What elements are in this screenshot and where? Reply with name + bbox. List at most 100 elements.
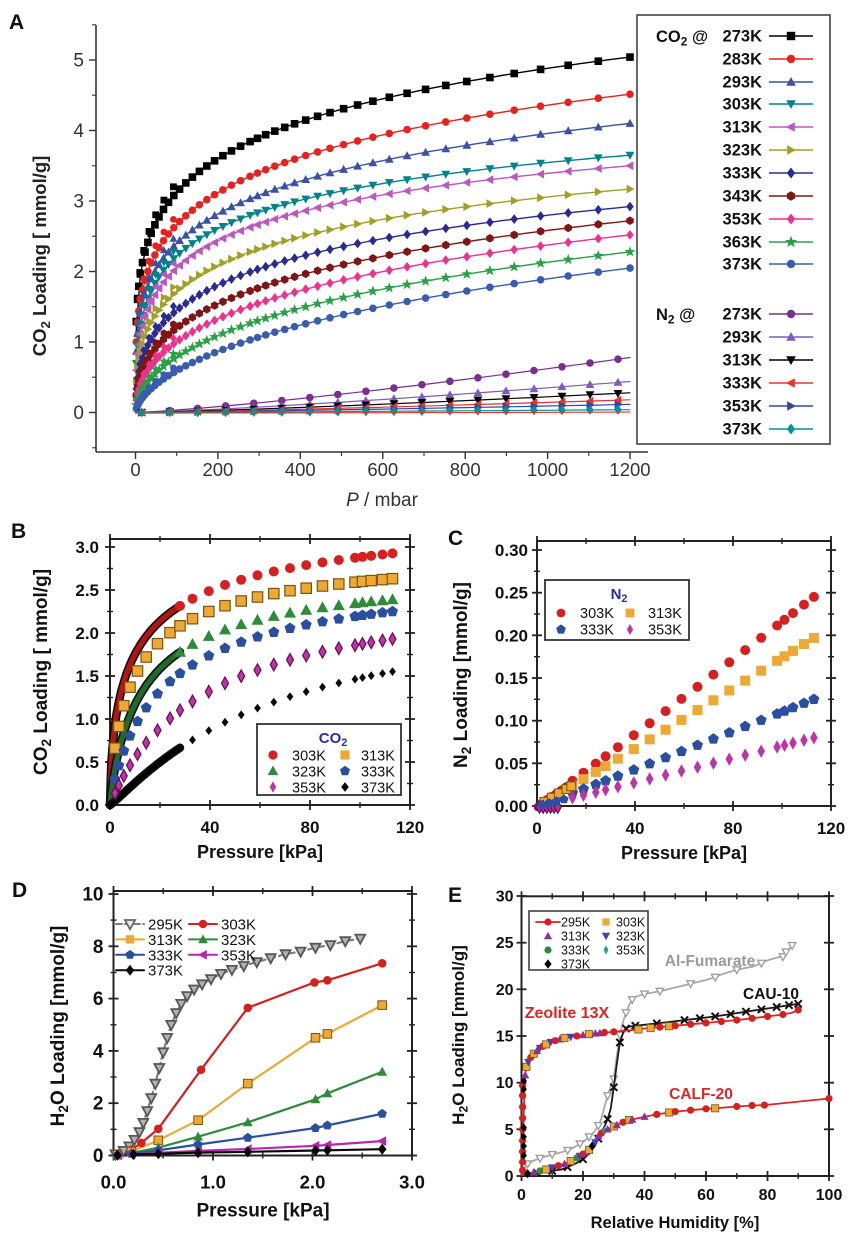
svg-text:2.0: 2.0 xyxy=(300,1172,326,1193)
svg-text:0.20: 0.20 xyxy=(495,626,528,645)
svg-text:373K: 373K xyxy=(723,421,763,439)
svg-text:333K: 333K xyxy=(723,375,763,393)
svg-text:303K: 303K xyxy=(616,916,646,930)
svg-text:353K: 353K xyxy=(221,947,256,964)
svg-text:25: 25 xyxy=(496,935,514,952)
svg-text:0.30: 0.30 xyxy=(495,541,528,560)
svg-text:303K: 303K xyxy=(723,96,763,114)
svg-text:40: 40 xyxy=(636,1187,654,1204)
svg-text:H2O Loading [mmol/g]: H2O Loading [mmol/g] xyxy=(48,926,71,1127)
svg-text:323K: 323K xyxy=(616,930,646,944)
svg-text:293K: 293K xyxy=(723,74,763,92)
svg-text:0.25: 0.25 xyxy=(495,584,528,603)
svg-text:373K: 373K xyxy=(361,781,395,797)
svg-text:CO2: CO2 xyxy=(319,730,348,749)
svg-text:313K: 313K xyxy=(723,352,763,370)
svg-text:303K: 303K xyxy=(580,606,614,622)
svg-text:5: 5 xyxy=(505,1122,514,1139)
svg-text:0: 0 xyxy=(517,1187,526,1204)
svg-text:3.0: 3.0 xyxy=(75,538,99,557)
svg-text:363K: 363K xyxy=(723,234,763,252)
svg-text:353K: 353K xyxy=(723,398,763,416)
svg-text:303K: 303K xyxy=(221,917,256,934)
svg-text:333K: 333K xyxy=(561,944,591,958)
svg-text:0.5: 0.5 xyxy=(75,753,99,772)
svg-text:120: 120 xyxy=(817,819,845,838)
svg-text:A: A xyxy=(9,11,24,34)
svg-text:2.0: 2.0 xyxy=(75,624,99,643)
svg-text:1.0: 1.0 xyxy=(75,710,99,729)
svg-text:H2O Loading [mmol/g]: H2O Loading [mmol/g] xyxy=(449,945,470,1125)
svg-text:N2 @: N2 @ xyxy=(656,306,695,327)
svg-text:1.0: 1.0 xyxy=(200,1172,226,1193)
svg-text:323K: 323K xyxy=(221,932,256,949)
svg-text:15: 15 xyxy=(496,1029,514,1046)
svg-text:CAU-10: CAU-10 xyxy=(743,986,799,1003)
svg-text:100: 100 xyxy=(816,1187,843,1204)
svg-text:0.0: 0.0 xyxy=(101,1172,127,1193)
svg-text:10: 10 xyxy=(496,1075,514,1092)
svg-text:293K: 293K xyxy=(723,329,763,347)
svg-text:283K: 283K xyxy=(723,51,763,69)
svg-text:120: 120 xyxy=(396,818,424,837)
svg-text:0.0: 0.0 xyxy=(75,796,99,815)
svg-text:4: 4 xyxy=(73,121,84,142)
svg-text:2: 2 xyxy=(73,262,84,283)
svg-text:200: 200 xyxy=(202,459,233,480)
svg-text:80: 80 xyxy=(724,819,743,838)
svg-text:5: 5 xyxy=(73,51,84,72)
svg-text:0.00: 0.00 xyxy=(495,797,528,816)
svg-text:P / mbar: P / mbar xyxy=(346,490,418,511)
svg-text:323K: 323K xyxy=(723,142,763,160)
svg-text:373K: 373K xyxy=(148,963,183,980)
svg-text:20: 20 xyxy=(574,1187,592,1204)
svg-text:273K: 273K xyxy=(723,306,763,324)
svg-text:8: 8 xyxy=(93,937,104,958)
svg-text:313K: 313K xyxy=(561,930,591,944)
svg-text:333K: 333K xyxy=(148,947,183,964)
svg-text:C: C xyxy=(448,527,463,550)
svg-text:Pressure [kPa]: Pressure [kPa] xyxy=(621,843,747,863)
svg-text:CO2 Loading [ mmol/g]: CO2 Loading [ mmol/g] xyxy=(31,569,54,775)
svg-text:400: 400 xyxy=(285,459,316,480)
svg-text:313K: 313K xyxy=(723,119,763,137)
svg-text:Pressure [kPa]: Pressure [kPa] xyxy=(197,842,323,862)
svg-text:0: 0 xyxy=(130,459,140,480)
svg-text:CALF-20: CALF-20 xyxy=(669,1086,733,1103)
svg-text:800: 800 xyxy=(450,459,481,480)
svg-text:295K: 295K xyxy=(561,916,591,930)
svg-text:3.0: 3.0 xyxy=(399,1172,425,1193)
svg-text:0: 0 xyxy=(505,1169,514,1186)
svg-text:N2 Loading [mmol/g]: N2 Loading [mmol/g] xyxy=(451,582,474,768)
svg-text:353K: 353K xyxy=(616,944,646,958)
svg-text:60: 60 xyxy=(697,1187,715,1204)
svg-text:1000: 1000 xyxy=(527,459,568,480)
svg-text:80: 80 xyxy=(759,1187,777,1204)
svg-text:Pressure [kPa]: Pressure [kPa] xyxy=(196,1201,329,1222)
svg-text:323K: 323K xyxy=(292,765,326,781)
svg-text:0: 0 xyxy=(105,818,114,837)
svg-text:0.15: 0.15 xyxy=(495,669,528,688)
svg-text:0: 0 xyxy=(532,819,541,838)
svg-text:295K: 295K xyxy=(148,917,183,934)
svg-text:E: E xyxy=(448,884,462,907)
svg-text:1: 1 xyxy=(73,333,84,354)
svg-text:373K: 373K xyxy=(561,958,591,972)
svg-text:313K: 313K xyxy=(648,606,682,622)
svg-text:303K: 303K xyxy=(292,749,326,765)
svg-text:CO2 Loading [ mmol/g]: CO2 Loading [ mmol/g] xyxy=(29,156,53,357)
svg-text:Relative Humidity [%]: Relative Humidity [%] xyxy=(591,1214,760,1232)
svg-text:600: 600 xyxy=(367,459,398,480)
svg-text:4: 4 xyxy=(93,1041,104,1062)
svg-text:CO2 @: CO2 @ xyxy=(656,28,708,49)
svg-text:30: 30 xyxy=(496,889,514,906)
svg-text:0.05: 0.05 xyxy=(495,754,528,773)
svg-text:313K: 313K xyxy=(361,749,395,765)
svg-text:353K: 353K xyxy=(292,781,326,797)
svg-text:D: D xyxy=(12,879,27,902)
svg-text:0: 0 xyxy=(93,1146,104,1167)
svg-text:6: 6 xyxy=(93,989,104,1010)
svg-text:1.5: 1.5 xyxy=(75,667,99,686)
svg-text:2.5: 2.5 xyxy=(75,581,99,600)
svg-text:B: B xyxy=(11,520,26,543)
